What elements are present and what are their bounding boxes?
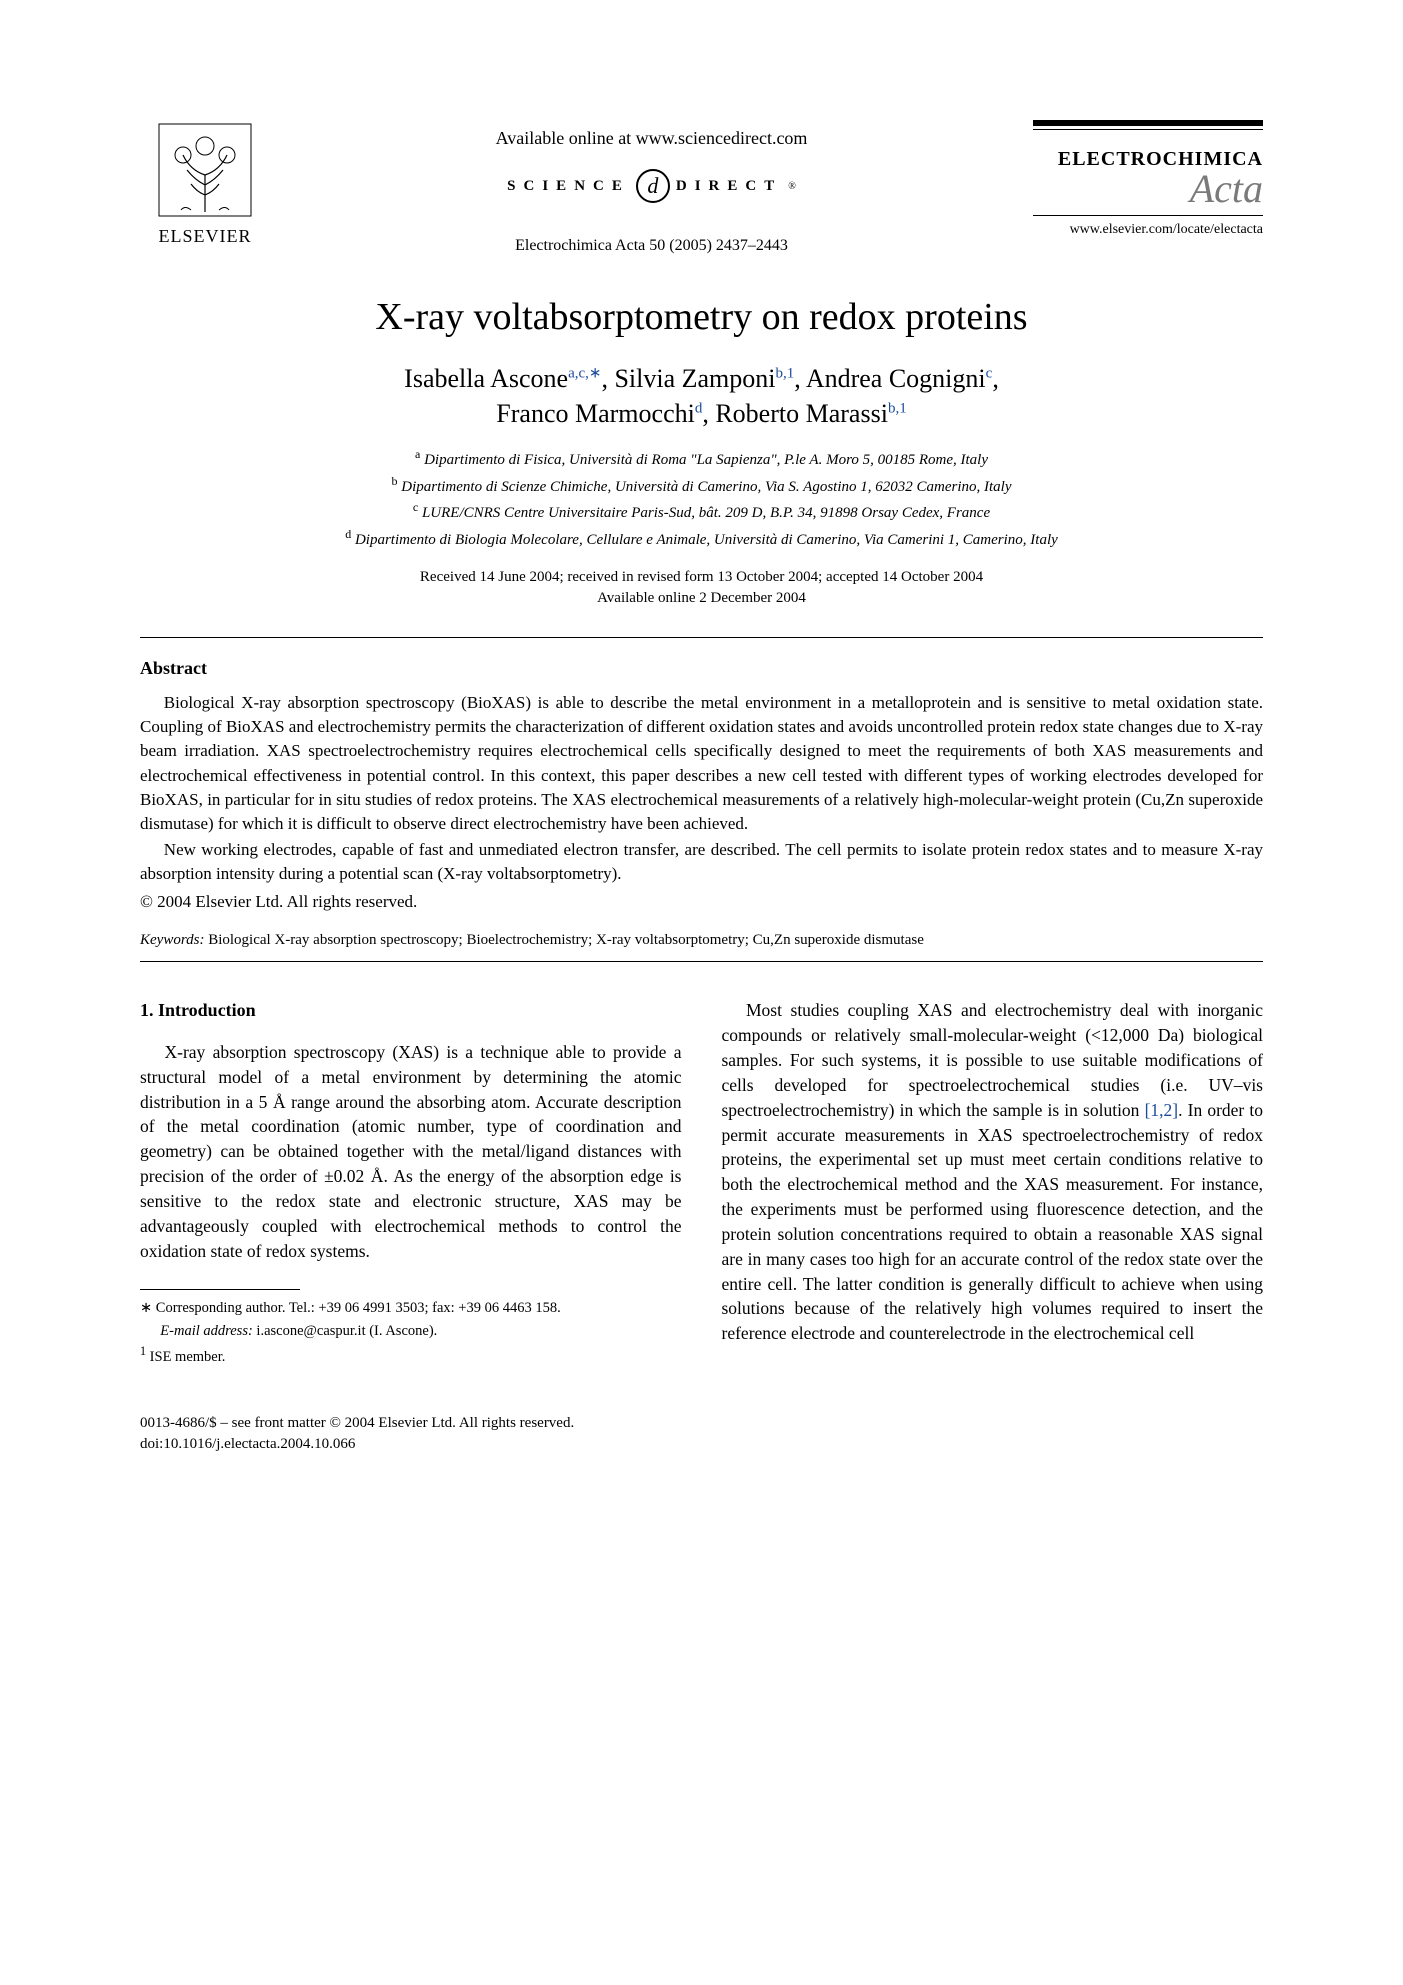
page-header: ELSEVIER Available online at www.science… — [140, 120, 1263, 255]
author-4-name: Franco Marmocchi — [496, 399, 695, 428]
author-3-affil-link[interactable]: c — [986, 365, 993, 381]
author-2: Silvia Zamponib,1 — [614, 364, 794, 393]
right-column: Most studies coupling XAS and electroche… — [722, 998, 1264, 1369]
center-header: Available online at www.sciencedirect.co… — [270, 120, 1033, 255]
author-1-affil-link[interactable]: a,c,∗ — [568, 365, 601, 381]
author-2-name: Silvia Zamponi — [614, 364, 775, 393]
intro-p2-b: . In order to permit accurate measuremen… — [722, 1100, 1264, 1344]
ref-link-1-2[interactable]: [1,2] — [1145, 1100, 1179, 1120]
ise-footnote-text: ISE member. — [150, 1349, 226, 1365]
citation-line: Electrochimica Acta 50 (2005) 2437–2443 — [270, 237, 1033, 255]
section-1-heading: 1. Introduction — [140, 998, 682, 1024]
journal-script: Acta — [1033, 171, 1263, 207]
available-online-text: Available online at www.sciencedirect.co… — [270, 128, 1033, 149]
footnotes: ∗ Corresponding author. Tel.: +39 06 499… — [140, 1298, 682, 1367]
publisher-logo-block: ELSEVIER — [140, 120, 270, 247]
author-3-name: Andrea Cognigni — [806, 364, 986, 393]
online-date: Available online 2 December 2004 — [140, 588, 1263, 609]
journal-top-rule — [1033, 120, 1263, 130]
author-4: Franco Marmocchid — [496, 399, 702, 428]
article-dates: Received 14 June 2004; received in revis… — [140, 567, 1263, 609]
left-column: 1. Introduction X-ray absorption spectro… — [140, 998, 682, 1369]
affiliation-a: a Dipartimento di Fisica, Università di … — [140, 445, 1263, 472]
abstract-heading: Abstract — [140, 658, 1263, 679]
article-title: X-ray voltabsorptometry on redox protein… — [140, 295, 1263, 339]
journal-bottom-rule — [1033, 215, 1263, 216]
corresponding-author-footnote: ∗ Corresponding author. Tel.: +39 06 499… — [140, 1298, 682, 1318]
author-2-affil-link[interactable]: b,1 — [776, 365, 795, 381]
affiliation-d-text: Dipartimento di Biologia Molecolare, Cel… — [355, 532, 1058, 548]
affiliation-a-text: Dipartimento di Fisica, Università di Ro… — [424, 452, 988, 468]
author-5-name: Roberto Marassi — [715, 399, 888, 428]
affiliation-c: c LURE/CNRS Centre Universitaire Paris-S… — [140, 498, 1263, 525]
email-address[interactable]: i.ascone@caspur.it (I. Ascone). — [256, 1323, 437, 1339]
received-date: Received 14 June 2004; received in revis… — [140, 567, 1263, 588]
intro-p1: X-ray absorption spectroscopy (XAS) is a… — [140, 1040, 682, 1264]
doi-line: doi:10.1016/j.electacta.2004.10.066 — [140, 1434, 1263, 1455]
affiliations: a Dipartimento di Fisica, Università di … — [140, 445, 1263, 551]
copyright-line: © 2004 Elsevier Ltd. All rights reserved… — [140, 890, 1263, 914]
author-1: Isabella Asconea,c,∗ — [404, 364, 601, 393]
abstract-p2: New working electrodes, capable of fast … — [140, 838, 1263, 886]
intro-p2: Most studies coupling XAS and electroche… — [722, 998, 1264, 1346]
body-columns: 1. Introduction X-ray absorption spectro… — [140, 998, 1263, 1369]
author-1-name: Isabella Ascone — [404, 364, 568, 393]
ise-footnote: 1 ISE member. — [140, 1343, 682, 1367]
elsevier-tree-icon — [155, 120, 255, 220]
sd-glyph-icon: d — [636, 169, 670, 203]
front-matter-line: 0013-4686/$ – see front matter © 2004 El… — [140, 1413, 1263, 1455]
footnote-rule — [140, 1289, 300, 1290]
keywords-line: Keywords: Biological X-ray absorption sp… — [140, 932, 1263, 949]
affiliation-c-text: LURE/CNRS Centre Universitaire Paris-Sud… — [422, 505, 990, 521]
rule-below-keywords — [140, 961, 1263, 962]
author-4-affil-link[interactable]: d — [695, 400, 703, 416]
keywords-label: Keywords: — [140, 932, 204, 948]
email-label: E-mail address: — [160, 1323, 253, 1339]
affiliation-b-text: Dipartimento di Scienze Chimiche, Univer… — [401, 479, 1011, 495]
registered-mark: ® — [788, 181, 796, 192]
rule-above-abstract — [140, 637, 1263, 638]
affiliation-b: b Dipartimento di Scienze Chimiche, Univ… — [140, 472, 1263, 499]
sd-left-word: SCIENCE — [507, 178, 630, 195]
abstract-p1: Biological X-ray absorption spectroscopy… — [140, 691, 1263, 836]
journal-url[interactable]: www.elsevier.com/locate/electacta — [1033, 222, 1263, 238]
affiliation-d: d Dipartimento di Biologia Molecolare, C… — [140, 525, 1263, 552]
sd-right-word: DIRECT — [676, 178, 782, 195]
email-footnote: E-mail address: i.ascone@caspur.it (I. A… — [140, 1321, 682, 1341]
keywords-text: Biological X-ray absorption spectroscopy… — [208, 932, 924, 948]
author-5-affil-link[interactable]: b,1 — [888, 400, 907, 416]
abstract-body: Biological X-ray absorption spectroscopy… — [140, 691, 1263, 914]
publisher-name: ELSEVIER — [140, 226, 270, 247]
author-3: Andrea Cognignic — [806, 364, 992, 393]
sciencedirect-logo: SCIENCE d DIRECT ® — [507, 169, 796, 203]
issn-line: 0013-4686/$ – see front matter © 2004 El… — [140, 1413, 1263, 1434]
authors-line: Isabella Asconea,c,∗, Silvia Zamponib,1,… — [140, 361, 1263, 431]
journal-block: ELECTROCHIMICA Acta www.elsevier.com/loc… — [1033, 120, 1263, 238]
author-5: Roberto Marassib,1 — [715, 399, 906, 428]
